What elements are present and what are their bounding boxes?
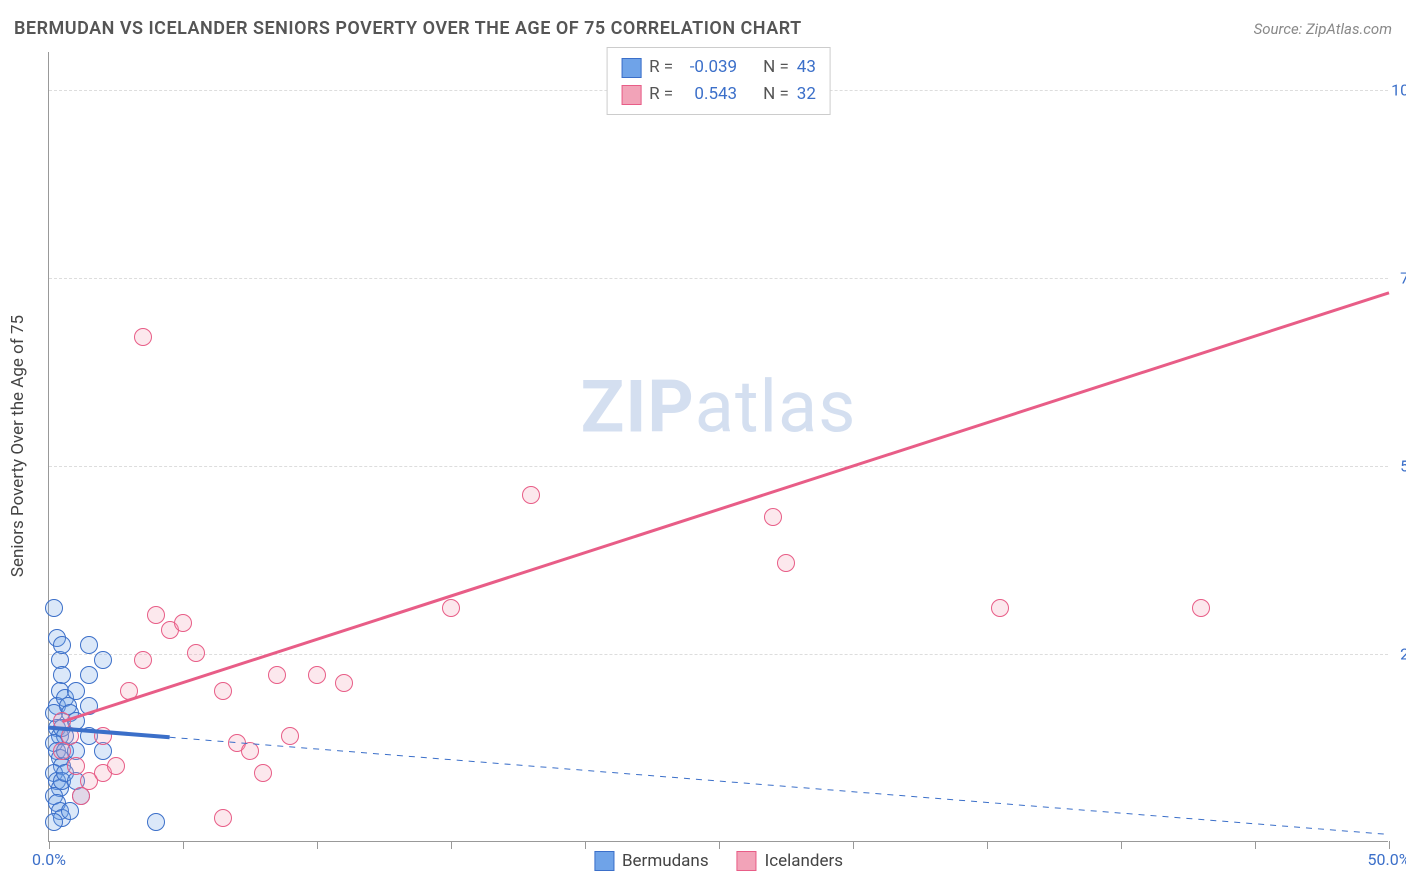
x-tick: [183, 841, 184, 849]
legend-item-bermudans: Bermudans: [594, 851, 709, 871]
n-label: N =: [763, 81, 789, 108]
trend-line-dashed: [170, 737, 1389, 834]
n-value-bermudans: 43: [797, 54, 816, 81]
chart-source: Source: ZipAtlas.com: [1254, 20, 1392, 38]
trend-line-solid: [62, 293, 1389, 722]
x-tick: [1255, 841, 1256, 849]
y-tick-label: 100.0%: [1388, 80, 1406, 99]
legend-row-bermudans: R = -0.039 N = 43: [621, 54, 816, 81]
x-tick: [49, 841, 50, 849]
x-tick: [1121, 841, 1122, 849]
x-tick: [719, 841, 720, 849]
legend-row-icelanders: R = 0.543 N = 32: [621, 81, 816, 108]
x-tick: [853, 841, 854, 849]
x-tick: [1389, 841, 1390, 849]
x-tick-label: 0.0%: [32, 850, 66, 869]
legend-item-icelanders: Icelanders: [737, 851, 843, 871]
x-tick: [585, 841, 586, 849]
y-tick-label: 25.0%: [1388, 644, 1406, 663]
swatch-icelanders: [621, 85, 641, 105]
x-tick: [451, 841, 452, 849]
scatter-plot-area: ZIPatlas R = -0.039 N = 43 R = 0.543 N =…: [48, 52, 1388, 842]
trend-lines: [49, 52, 1389, 842]
n-label: N =: [763, 54, 789, 81]
correlation-legend: R = -0.039 N = 43 R = 0.543 N = 32: [606, 47, 831, 115]
trend-line-solid: [49, 728, 170, 738]
legend-label-bermudans: Bermudans: [622, 851, 709, 871]
x-tick: [987, 841, 988, 849]
y-tick-label: 50.0%: [1388, 456, 1406, 475]
y-tick-label: 75.0%: [1388, 268, 1406, 287]
chart-title: BERMUDAN VS ICELANDER SENIORS POVERTY OV…: [14, 18, 802, 39]
swatch-bermudans: [594, 851, 614, 871]
y-axis-label: Seniors Poverty Over the Age of 75: [8, 315, 28, 577]
r-value-bermudans: -0.039: [681, 54, 737, 81]
n-value-icelanders: 32: [797, 81, 816, 108]
legend-label-icelanders: Icelanders: [765, 851, 843, 871]
series-legend: Bermudans Icelanders: [594, 851, 843, 871]
x-tick: [317, 841, 318, 849]
swatch-bermudans: [621, 58, 641, 78]
r-label: R =: [649, 54, 673, 81]
x-tick-label: 50.0%: [1368, 850, 1406, 869]
chart-header: BERMUDAN VS ICELANDER SENIORS POVERTY OV…: [14, 18, 1392, 39]
r-value-icelanders: 0.543: [681, 81, 737, 108]
r-label: R =: [649, 81, 673, 108]
swatch-icelanders: [737, 851, 757, 871]
